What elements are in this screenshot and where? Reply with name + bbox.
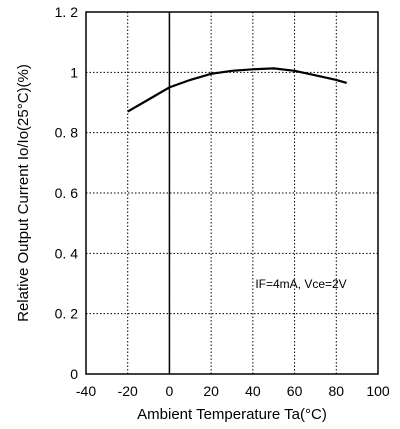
x-tick-label: 0 bbox=[166, 383, 174, 399]
x-tick-labels: -40 -20 0 20 40 60 80 100 bbox=[76, 383, 390, 399]
y-tick-label: 1 bbox=[70, 64, 78, 80]
x-axis-label: Ambient Temperature Ta(°C) bbox=[137, 406, 327, 423]
series-line bbox=[127, 67, 348, 113]
y-tick-label: 0. 8 bbox=[55, 125, 79, 141]
x-tick-label: 40 bbox=[245, 383, 261, 399]
x-tick-label: -40 bbox=[76, 383, 96, 399]
condition-annotation: IF=4mA, Vce=2V bbox=[255, 277, 346, 291]
plot-frame bbox=[85, 11, 379, 375]
x-tick-label: 60 bbox=[287, 383, 303, 399]
x-tick-label: -20 bbox=[118, 383, 138, 399]
y-tick-label: 0. 2 bbox=[55, 306, 79, 322]
y-axis-label: Relative Output Current Io/Io(25°C)(%) bbox=[15, 64, 32, 322]
series-group bbox=[127, 67, 348, 113]
y-tick-label: 0. 4 bbox=[55, 245, 79, 261]
y-tick-label: 0 bbox=[70, 366, 78, 382]
x-tick-label: 80 bbox=[328, 383, 344, 399]
y-tick-labels: 0 0. 2 0. 4 0. 6 0. 8 1 1. 2 bbox=[55, 4, 79, 382]
y-tick-label: 0. 6 bbox=[55, 185, 79, 201]
x-tick-label: 20 bbox=[203, 383, 219, 399]
grid bbox=[86, 12, 378, 374]
y-tick-label: 1. 2 bbox=[55, 4, 79, 20]
x-tick-label: 100 bbox=[366, 383, 390, 399]
